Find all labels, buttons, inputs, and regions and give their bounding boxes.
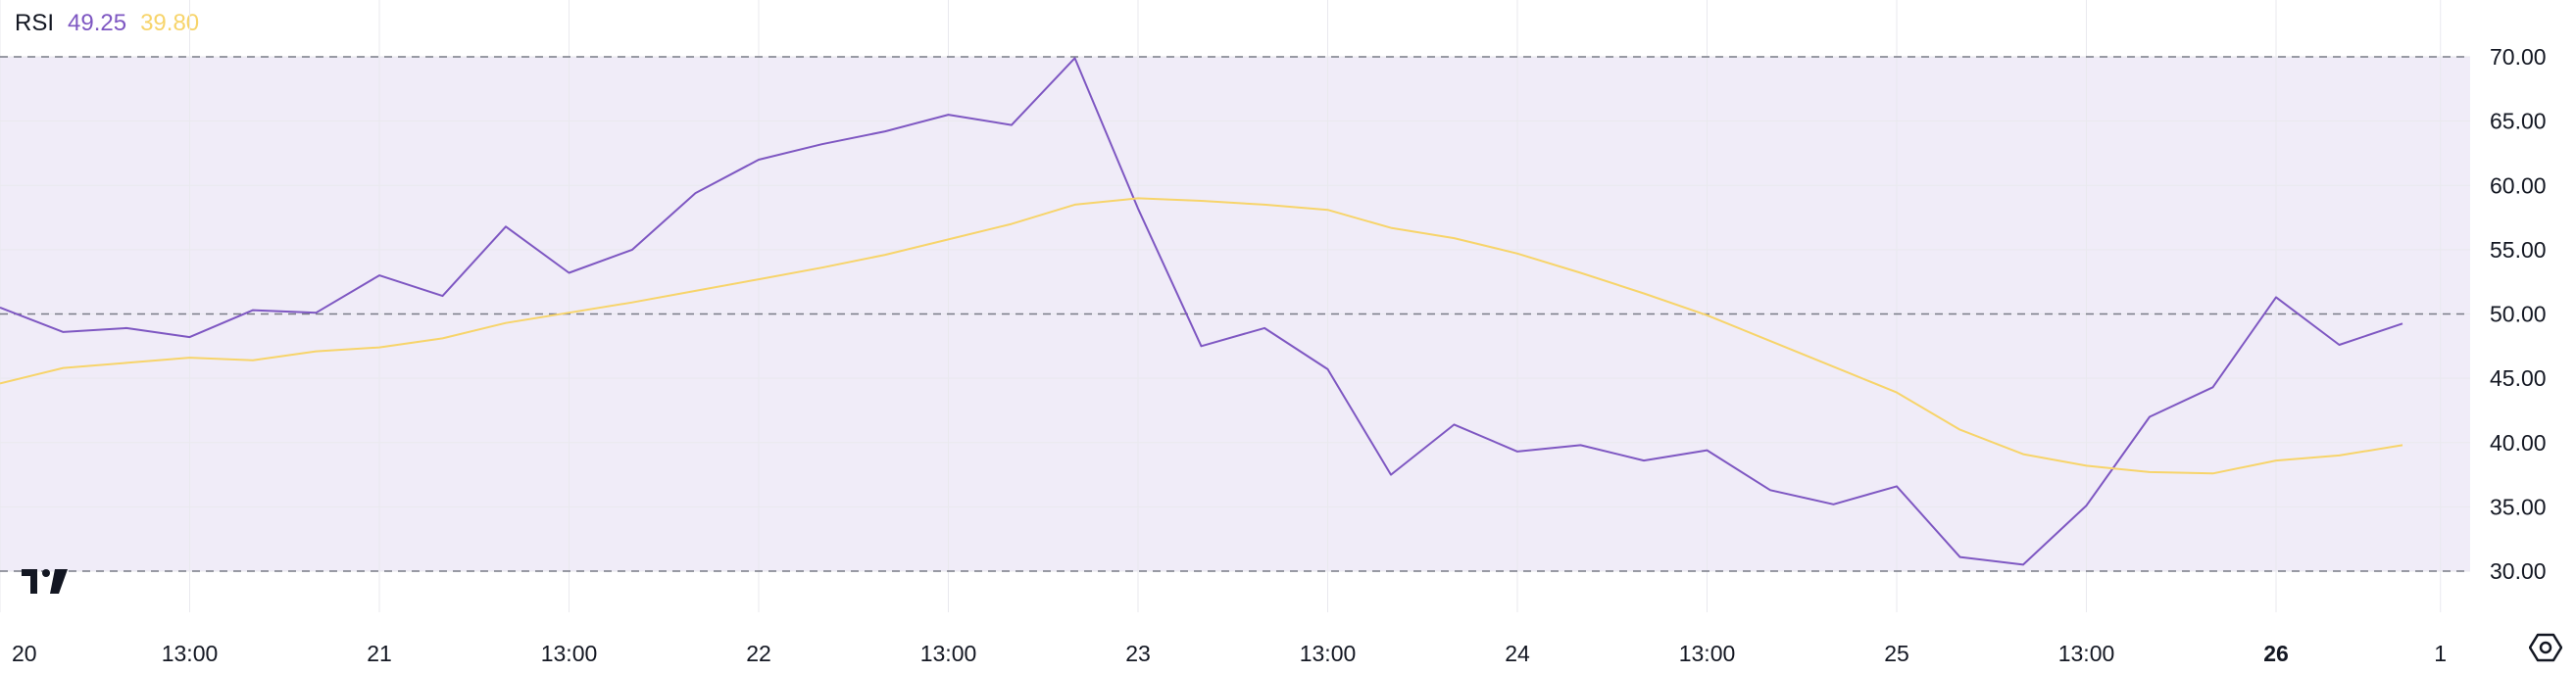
x-tick-label: 1 [2434, 641, 2447, 666]
x-tick-label: 13:00 [541, 641, 598, 666]
x-tick-label: 21 [367, 641, 392, 666]
y-tick-label: 65.00 [2490, 109, 2547, 134]
tradingview-logo-icon[interactable] [22, 566, 80, 596]
x-tick-label: 25 [1884, 641, 1909, 666]
y-tick-label: 30.00 [2490, 558, 2547, 584]
y-tick-label: 45.00 [2490, 365, 2547, 391]
y-tick-label: 50.00 [2490, 302, 2547, 327]
x-tick-label: 20 [12, 641, 37, 666]
rsi-value: 49.25 [68, 10, 127, 36]
x-tick-label: 24 [1505, 641, 1530, 666]
x-tick-label: 13:00 [2058, 641, 2115, 666]
x-tick-label: 13:00 [162, 641, 219, 666]
x-tick-label: 13:00 [1679, 641, 1736, 666]
x-tick-label: 13:00 [1300, 641, 1357, 666]
settings-icon[interactable] [2529, 631, 2562, 664]
indicator-name: RSI [15, 10, 55, 36]
y-tick-label: 70.00 [2490, 44, 2547, 70]
y-tick-label: 35.00 [2490, 494, 2547, 519]
x-tick-label: 22 [746, 641, 771, 666]
y-tick-label: 40.00 [2490, 430, 2547, 456]
x-tick-label: 23 [1125, 641, 1151, 666]
x-tick-label: 13:00 [920, 641, 977, 666]
rsi-line [0, 57, 2403, 566]
x-tick-label: 26 [2263, 641, 2289, 666]
rsi-ma-line [0, 197, 2403, 475]
y-tick-label: 55.00 [2490, 237, 2547, 263]
y-tick-label: 60.00 [2490, 172, 2547, 198]
